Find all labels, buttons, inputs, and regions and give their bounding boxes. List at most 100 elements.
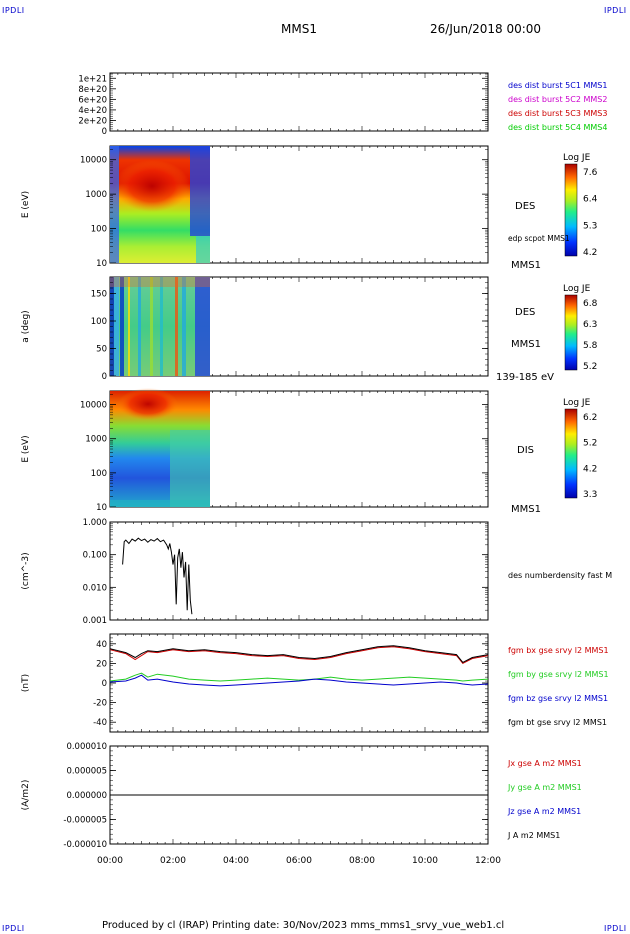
pitch-stripe bbox=[128, 277, 130, 376]
panel-label: DES bbox=[515, 201, 535, 212]
legend-entry: fgm by gse srvy l2 MMS1 bbox=[508, 670, 609, 679]
y-tick-label: 1000 bbox=[85, 190, 107, 200]
colorbar-tick-label: 5.2 bbox=[583, 439, 597, 449]
y-tick-label: 6e+20 bbox=[78, 95, 107, 105]
field-line-bx bbox=[109, 646, 489, 665]
ion-band bbox=[110, 500, 210, 507]
legend-entry: J A m2 MMS1 bbox=[507, 831, 560, 840]
flux-hotspot bbox=[118, 388, 178, 420]
density-line bbox=[122, 537, 193, 615]
colorbar bbox=[564, 294, 578, 371]
panel-frame-1 bbox=[109, 72, 489, 132]
date-title: 26/Jun/2018 00:00 bbox=[430, 22, 542, 36]
pitch-stripe bbox=[150, 277, 153, 376]
legend-entry: fgm bx gse srvy l2 MMS1 bbox=[508, 646, 609, 655]
y-tick-label: 20 bbox=[96, 659, 107, 669]
colorbar-tick-label: 3.3 bbox=[583, 490, 597, 500]
colorbar-tick-label: 6.4 bbox=[583, 195, 598, 205]
right-label: MMS1 bbox=[511, 339, 541, 350]
x-tick-label: 00:00 bbox=[97, 856, 123, 866]
colorbar-tick-label: 5.2 bbox=[583, 362, 597, 372]
y-tick-label: 8e+20 bbox=[78, 85, 107, 95]
colorbar bbox=[564, 408, 578, 499]
legend-entry: des dist burst 5C3 MMS3 bbox=[508, 109, 607, 118]
y-axis-label: (A/m2) bbox=[21, 780, 31, 811]
legend-entry: Jz gse A m2 MMS1 bbox=[507, 807, 581, 816]
colorbar-tick-label: 4.2 bbox=[583, 248, 597, 258]
legend-entry: Jx gse A m2 MMS1 bbox=[507, 759, 582, 768]
y-tick-label: -40 bbox=[93, 718, 107, 728]
corner-label-tl: IPDLI bbox=[2, 6, 25, 15]
mission-title: MMS1 bbox=[281, 22, 317, 36]
field-line-by bbox=[109, 672, 489, 682]
pitch-stripe bbox=[120, 277, 124, 376]
low-flux-band bbox=[196, 236, 210, 263]
y-tick-label: 0.001 bbox=[83, 616, 107, 626]
legend-entry: des dist burst 5C4 MMS4 bbox=[508, 123, 607, 132]
pitch-stripe bbox=[160, 277, 163, 376]
panel-frame-5 bbox=[109, 521, 489, 621]
right-label: MMS1 bbox=[511, 504, 541, 515]
y-tick-label: 10000 bbox=[80, 156, 107, 166]
pitch-top-band bbox=[110, 277, 210, 287]
y-axis-label: (nT) bbox=[21, 674, 31, 692]
colorbar-tick-label: 5.8 bbox=[583, 341, 598, 351]
y-tick-label: 1e+21 bbox=[78, 74, 107, 84]
field-line-bt bbox=[109, 645, 489, 664]
y-tick-label: 100 bbox=[91, 317, 107, 327]
colorbar-tick-label: 6.2 bbox=[583, 413, 597, 423]
y-tick-label: 10 bbox=[96, 259, 107, 269]
legend-entry: Jy gse A m2 MMS1 bbox=[507, 783, 582, 792]
colorbar-title: Log JE bbox=[563, 284, 591, 294]
y-tick-label: 0.000010 bbox=[66, 742, 107, 752]
y-tick-label: 0.000005 bbox=[66, 767, 107, 777]
panel-label: DES bbox=[515, 307, 535, 318]
colorbar-title: Log JE bbox=[563, 153, 591, 163]
x-tick-label: 04:00 bbox=[223, 856, 249, 866]
panel-label: DIS bbox=[517, 445, 534, 456]
colorbar-title: Log JE bbox=[563, 398, 591, 408]
y-tick-label: 1000 bbox=[85, 435, 107, 445]
flux-hotspot bbox=[114, 160, 190, 212]
corner-label-bl: IPDLI bbox=[2, 924, 25, 933]
colorbar-tick-label: 7.6 bbox=[583, 168, 598, 178]
x-tick-label: 10:00 bbox=[412, 856, 438, 866]
legend-entry: fgm bt gse srvy l2 MMS1 bbox=[508, 718, 607, 727]
y-tick-label: 0.010 bbox=[83, 583, 107, 593]
legend-entry: des dist burst 5C1 MMS1 bbox=[508, 81, 607, 90]
y-tick-label: 0 bbox=[102, 372, 107, 382]
low-flux-band bbox=[110, 146, 119, 263]
footer-text: Produced by cl (IRAP) Printing date: 30/… bbox=[102, 920, 505, 931]
colorbar bbox=[564, 163, 578, 257]
y-tick-label: 0 bbox=[102, 127, 107, 137]
y-tick-label: 100 bbox=[91, 225, 107, 235]
y-tick-label: 10 bbox=[96, 503, 107, 513]
legend-entry: des dist burst 5C2 MMS2 bbox=[508, 95, 607, 104]
y-tick-label: 1.000 bbox=[83, 518, 107, 528]
pitch-stripe bbox=[195, 277, 210, 376]
colorbar-tick-label: 4.2 bbox=[583, 464, 597, 474]
corner-label-tr: IPDLI bbox=[604, 6, 627, 15]
right-label: 139-185 eV bbox=[496, 372, 554, 383]
x-tick-label: 06:00 bbox=[286, 856, 312, 866]
y-tick-label: 10000 bbox=[80, 401, 107, 411]
x-tick-label: 08:00 bbox=[349, 856, 375, 866]
y-axis-label: E (eV) bbox=[21, 191, 31, 218]
y-tick-label: -20 bbox=[93, 699, 107, 709]
pitch-stripe bbox=[114, 277, 119, 376]
low-flux-band bbox=[190, 146, 210, 236]
ion-band bbox=[170, 430, 210, 507]
field-line-bz bbox=[109, 674, 489, 687]
y-tick-label: 150 bbox=[91, 290, 107, 300]
pitch-stripe bbox=[175, 277, 178, 376]
y-axis-label: a (deg) bbox=[21, 310, 31, 342]
pitch-stripe bbox=[182, 277, 186, 376]
y-tick-label: -0.000010 bbox=[63, 840, 107, 850]
pitch-stripe bbox=[138, 277, 141, 376]
right-label: edp scpot MMS1 bbox=[508, 234, 570, 243]
corner-label-br: IPDLI bbox=[604, 924, 627, 933]
legend-entry: fgm bz gse srvy l2 MMS1 bbox=[508, 694, 608, 703]
x-tick-label: 02:00 bbox=[160, 856, 186, 866]
y-tick-label: 0.000000 bbox=[66, 791, 107, 801]
legend-entry: des numberdensity fast M bbox=[508, 571, 612, 580]
